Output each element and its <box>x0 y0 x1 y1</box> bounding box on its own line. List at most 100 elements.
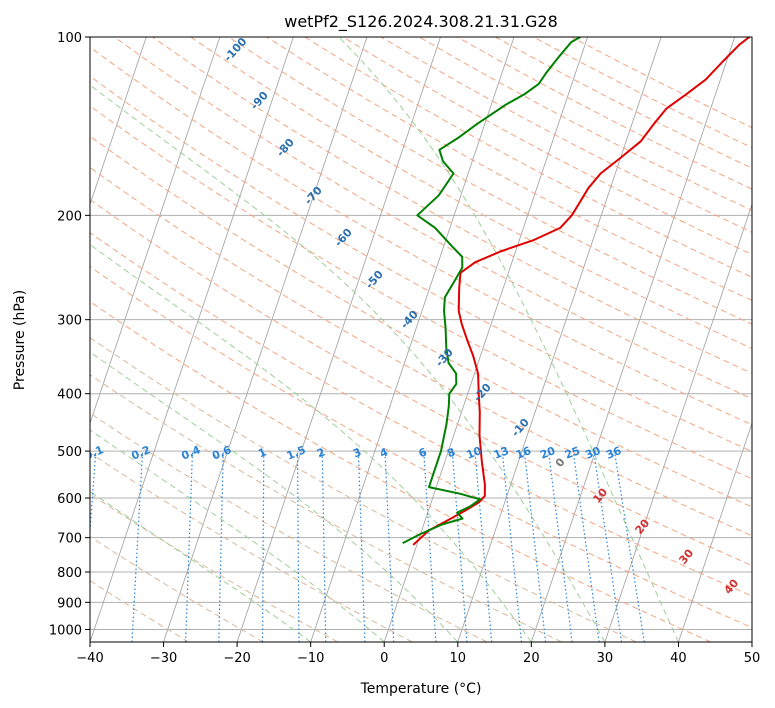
dry-adiabat-line <box>90 166 752 537</box>
dry-adiabat-line <box>380 37 752 233</box>
chart-title: wetPf2_S126.2024.308.21.31.G28 <box>284 12 558 32</box>
dry-adiabat-line <box>90 300 712 642</box>
x-tick-label: −40 <box>76 651 103 666</box>
y-tick-label: 500 <box>57 445 82 460</box>
x-tick-label: 20 <box>523 651 540 666</box>
x-tick-label: 50 <box>744 651 761 666</box>
y-tick-label: 300 <box>57 314 82 329</box>
x-tick-label: 10 <box>450 651 467 666</box>
dry-adiabat-label: -50 <box>363 268 386 292</box>
moist-adiabat-line <box>90 429 385 642</box>
mixing-ratio-label: 1 <box>256 445 268 460</box>
x-tick-label: 30 <box>597 651 614 666</box>
temperature-line <box>412 37 751 546</box>
isotherm-line <box>0 37 73 642</box>
isotherm-line <box>90 37 294 642</box>
dry-adiabat-line <box>90 232 752 597</box>
dry-adiabat-line <box>571 37 752 129</box>
moist-adiabat-line <box>338 37 679 642</box>
dry-adiabat-line <box>90 374 562 642</box>
mixing-ratio-line <box>451 451 468 642</box>
mixing-ratio-label: 0.2 <box>129 443 152 462</box>
mixing-ratio-line <box>523 451 547 642</box>
dry-adiabat-line <box>114 37 752 400</box>
dry-adiabat-line <box>457 37 752 190</box>
mixing-ratio-line <box>613 451 645 642</box>
isotherm-line <box>236 37 441 642</box>
dry-adiabat-label: -80 <box>274 136 297 160</box>
moist-adiabat-label: 10 <box>590 485 610 505</box>
dry-adiabat-line <box>90 75 752 453</box>
dry-adiabat-line <box>90 535 264 642</box>
y-tick-label: 1000 <box>49 623 82 638</box>
mixing-ratio-line <box>547 451 573 642</box>
moist-adiabat-line <box>90 490 311 642</box>
mixing-ratio-label: 6 <box>417 445 429 460</box>
y-tick-label: 800 <box>57 566 82 581</box>
mixing-ratio-label: 0.1 <box>83 443 106 462</box>
x-tick-label: −10 <box>297 651 324 666</box>
dry-adiabat-label: -70 <box>302 184 325 208</box>
dry-adiabat-line <box>90 105 752 480</box>
moist-adiabat-label: 40 <box>721 576 741 596</box>
dry-adiabat-label: -100 <box>221 35 249 64</box>
isotherm-line <box>751 640 752 642</box>
y-tick-label: 400 <box>57 388 82 403</box>
plot-frame <box>89 36 753 643</box>
isotherm-line <box>383 37 588 642</box>
isotherm-line <box>90 37 147 206</box>
isotherm-line <box>530 37 736 642</box>
mixing-ratio-label: 25 <box>563 444 582 462</box>
mixing-ratio-line <box>593 451 623 642</box>
dry-adiabat-line <box>90 580 189 642</box>
moist-adiabat-label: 30 <box>676 546 696 566</box>
dry-adiabat-line <box>90 493 339 642</box>
mixing-ratio-line <box>261 451 265 642</box>
sounding-lines <box>402 37 751 546</box>
dry-adiabat-label: -60 <box>332 226 355 250</box>
mixing-ratio-label: 3 <box>351 445 363 460</box>
mixing-ratio-label: 0.6 <box>210 443 233 462</box>
isotherm-line <box>90 37 221 425</box>
mixing-ratio-line <box>218 451 224 642</box>
dry-adiabat-line <box>90 452 413 642</box>
mixing-ratio-line <box>296 451 300 642</box>
x-tick-label: 40 <box>670 651 687 666</box>
mixing-ratio-label: 16 <box>514 444 533 462</box>
isotherm-line <box>310 37 515 642</box>
dry-adiabat-line <box>90 135 752 508</box>
dry-adiabat-label: -20 <box>471 381 494 405</box>
dry-adiabat-label: -90 <box>248 89 271 113</box>
dry-adiabat-line <box>228 37 752 325</box>
mixing-ratio-label: 36 <box>604 444 623 462</box>
dry-adiabat-line <box>90 199 752 567</box>
y-tick-label: 200 <box>57 209 82 224</box>
mixing-ratio-label: 1.5 <box>285 443 308 462</box>
isotherm-line <box>678 421 752 642</box>
mixing-ratio-label: 4 <box>378 445 390 460</box>
dry-adiabat-line <box>90 336 637 642</box>
isotherm-line <box>604 203 752 642</box>
mixing-ratio-label: 13 <box>492 444 511 462</box>
line-annotations: 0.1 0.2 0.4 0.6 1 1.5 2 3 4 6 8 10 13 16 20 25 30 36-100-… <box>83 35 741 597</box>
dry-adiabat-label: -30 <box>433 346 456 370</box>
mixing-ratio-line <box>572 451 600 642</box>
background-lines <box>0 37 752 642</box>
mixing-ratio-line <box>185 451 194 642</box>
y-axis-label: Pressure (hPa) <box>12 290 28 390</box>
x-tick-label: 0 <box>380 651 388 666</box>
dry-adiabat-line <box>90 266 752 629</box>
mixing-ratio-label: 30 <box>583 444 602 462</box>
x-axis: −40 −30 −20 −10 0 10 20 30 40 50 <box>76 642 760 666</box>
dry-adiabat-line <box>266 37 752 301</box>
x-tick-label: −20 <box>223 651 250 666</box>
y-tick-label: 100 <box>57 31 82 46</box>
dry-adiabat-label: -10 <box>509 416 532 440</box>
mixing-ratio-label: 20 <box>538 444 557 462</box>
y-tick-label: 600 <box>57 492 82 507</box>
dry-adiabat-label: -40 <box>398 308 421 332</box>
y-tick-label: 700 <box>57 532 82 547</box>
moist-adiabat-line <box>90 351 459 642</box>
mixing-ratio-line <box>321 451 327 642</box>
